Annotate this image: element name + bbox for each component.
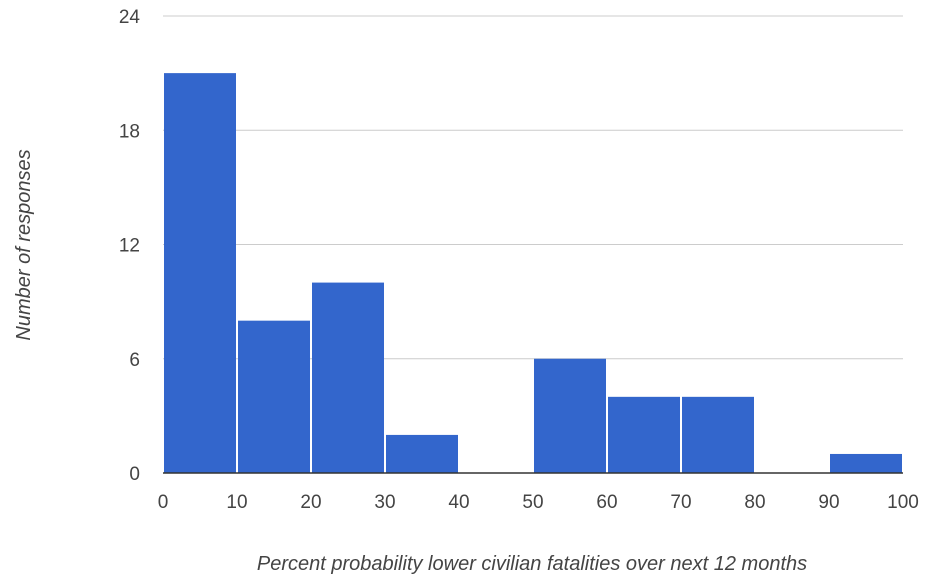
- histogram-bar: [238, 320, 310, 473]
- x-tick-label: 100: [887, 492, 919, 513]
- x-axis-tick-labels: 0 10 20 30 40 50 60 70 80 90 100: [158, 492, 919, 513]
- histogram-bar: [608, 396, 680, 473]
- x-tick-label: 90: [818, 492, 839, 513]
- y-tick-label: 24: [119, 7, 141, 28]
- x-axis-title: Percent probability lower civilian fatal…: [257, 553, 807, 575]
- x-tick-label: 10: [226, 492, 247, 513]
- histogram-bar: [534, 358, 606, 473]
- x-tick-label: 60: [596, 492, 617, 513]
- y-axis-title: Number of responses: [13, 149, 35, 340]
- histogram-bar: [386, 434, 458, 473]
- x-tick-label: 0: [158, 492, 169, 513]
- bars: [164, 73, 902, 473]
- gridlines: [163, 15, 903, 360]
- x-tick-label: 70: [670, 492, 691, 513]
- y-tick-label: 18: [119, 121, 140, 142]
- x-tick-label: 40: [448, 492, 469, 513]
- x-tick-label: 80: [744, 492, 765, 513]
- y-tick-label: 12: [119, 236, 140, 257]
- histogram-bar: [682, 396, 754, 473]
- histogram-bar: [830, 453, 902, 473]
- histogram-bar: [312, 282, 384, 473]
- x-tick-label: 20: [300, 492, 321, 513]
- histogram-bar: [164, 73, 236, 473]
- x-tick-label: 30: [374, 492, 395, 513]
- x-tick-label: 50: [522, 492, 543, 513]
- y-axis-tick-labels: 0 6 12 18 24: [119, 7, 141, 485]
- y-tick-label: 6: [129, 350, 140, 371]
- y-tick-label: 0: [129, 464, 140, 485]
